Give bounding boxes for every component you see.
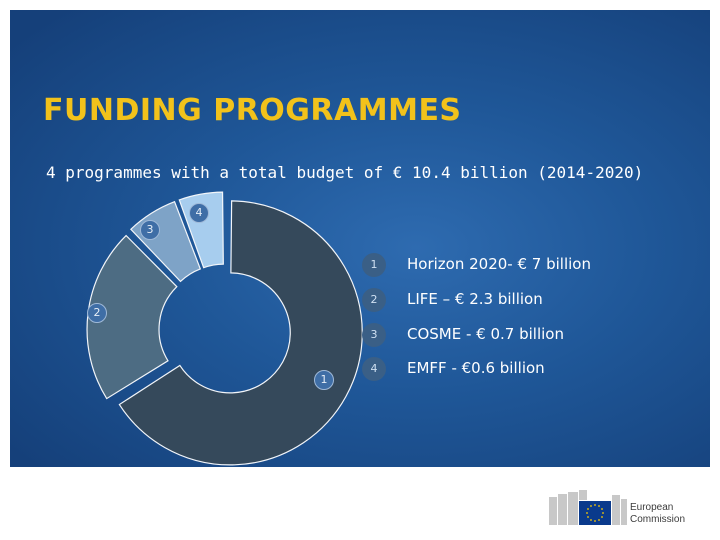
legend-badge-1: 1	[362, 253, 386, 277]
donut-slice-2	[86, 234, 178, 400]
logo-text-line2: Commission	[630, 514, 686, 525]
legend-text-4: EMFF - €0.6 billion	[407, 359, 545, 377]
donut-label-4: 4	[189, 203, 209, 223]
slide-subtitle: 4 programmes with a total budget of € 10…	[46, 163, 644, 182]
european-commission-logo	[549, 490, 627, 525]
logo-text-line1: European	[630, 502, 674, 513]
donut-chart	[86, 191, 363, 466]
donut-slice-1	[118, 200, 363, 466]
legend-text-1: Horizon 2020- € 7 billion	[407, 255, 591, 273]
donut-label-3: 3	[140, 220, 160, 240]
legend-badge-2: 2	[362, 288, 386, 312]
legend-text-3: COSME - € 0.7 billion	[407, 325, 564, 343]
slide: FUNDING PROGRAMMES 4 programmes with a t…	[10, 10, 710, 467]
legend-badge-3: 3	[362, 323, 386, 347]
legend-text-2: LIFE – € 2.3 billion	[407, 290, 543, 308]
donut-label-2: 2	[87, 303, 107, 323]
slide-title: FUNDING PROGRAMMES	[43, 93, 462, 128]
donut-label-1: 1	[314, 370, 334, 390]
legend-badge-4: 4	[362, 357, 386, 381]
